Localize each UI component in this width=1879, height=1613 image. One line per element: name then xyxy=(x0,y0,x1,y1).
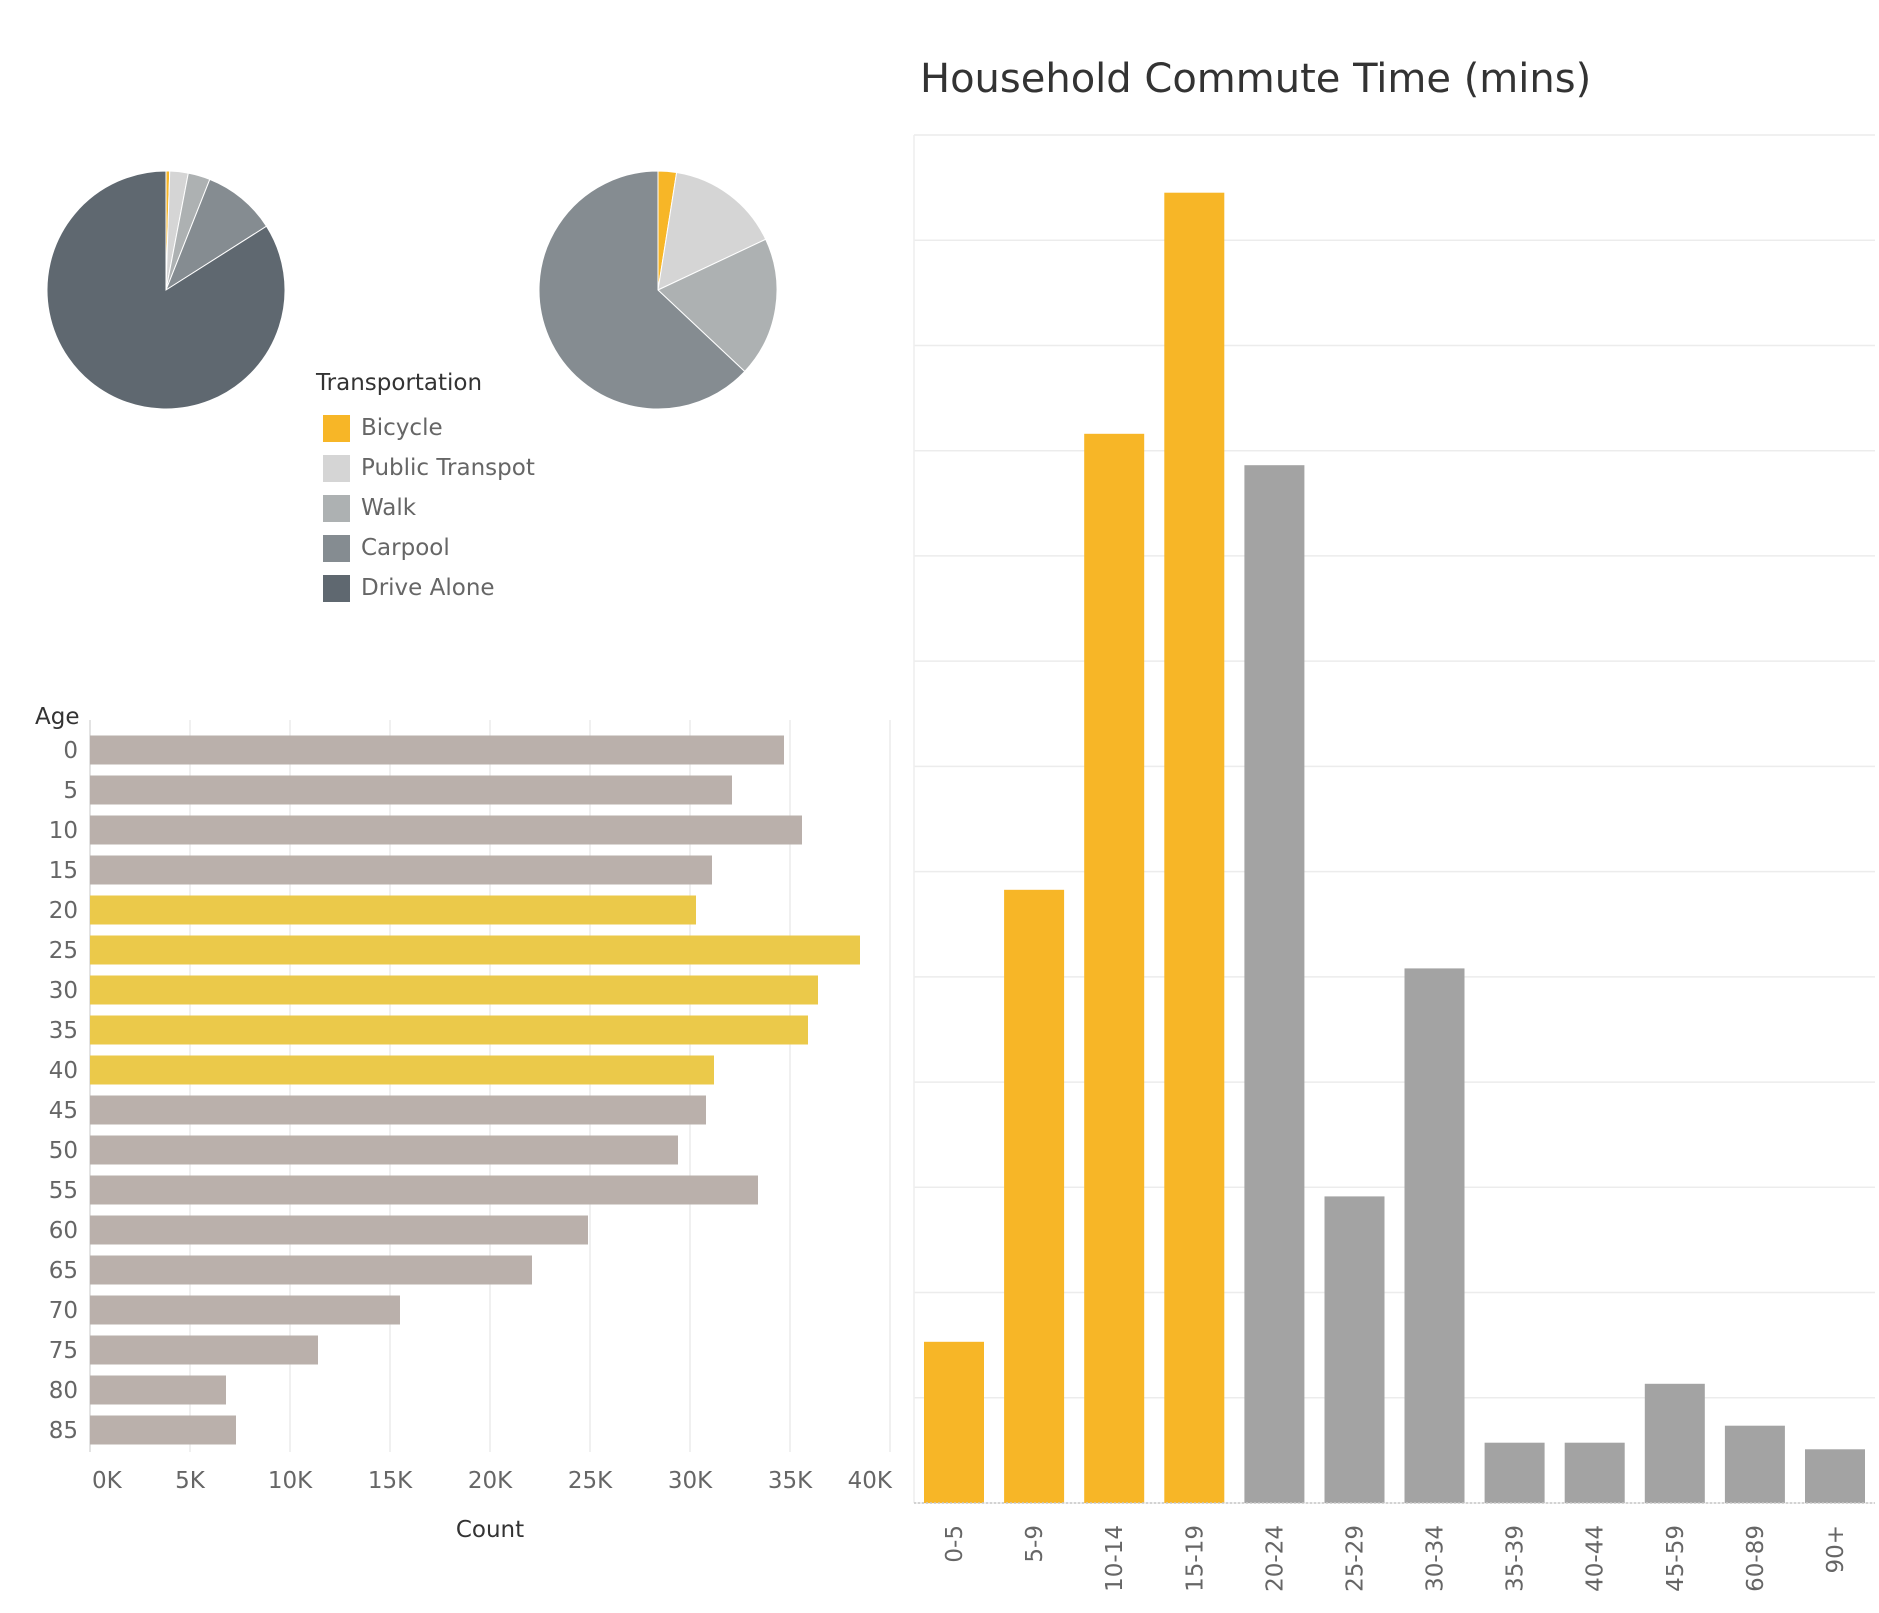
legend-title: Transportation xyxy=(316,370,483,396)
age-bar-55[interactable] xyxy=(90,1175,758,1205)
age-tick-label: 80 xyxy=(49,1378,78,1404)
age-tick-label: 60 xyxy=(49,1218,78,1244)
age-bar-45[interactable] xyxy=(90,1095,706,1125)
age-tick-label: 35 xyxy=(49,1018,78,1044)
commute-bar-chart: 0-5 5-9 10-14 15-19 20-24 25-29 30-34 35-39 40-4… xyxy=(913,134,1875,1592)
legend-swatch xyxy=(323,454,350,482)
commute-bar-35-39[interactable] xyxy=(1484,1442,1545,1503)
age-tick-label: 40 xyxy=(49,1058,78,1084)
commute-bar-45-59[interactable] xyxy=(1644,1383,1705,1503)
age-bar-75[interactable] xyxy=(90,1335,318,1365)
age-tick-label: 30 xyxy=(49,978,78,1004)
count-tick-label: 35K xyxy=(768,1468,813,1494)
pie-slice-drive-alone[interactable] xyxy=(46,170,286,410)
age-bar-30[interactable] xyxy=(90,975,818,1005)
commute-tick-label: 90+ xyxy=(1823,1525,1849,1574)
legend-swatch xyxy=(323,414,350,442)
legend-swatch xyxy=(323,494,350,522)
pie-slice-carpool[interactable] xyxy=(164,178,268,292)
age-axis-title: Age xyxy=(35,704,79,730)
commute-tick-label: 15-19 xyxy=(1182,1525,1208,1592)
legend-label: Walk xyxy=(361,495,417,521)
commute-tick-label: 40-44 xyxy=(1583,1525,1609,1592)
commute-bar-30-34[interactable] xyxy=(1404,968,1465,1503)
legend-item-public-transpot[interactable]: Public Transpot xyxy=(316,448,535,488)
age-bar-40[interactable] xyxy=(90,1055,714,1085)
commute-bar-60-89[interactable] xyxy=(1724,1425,1785,1503)
age-tick-label: 70 xyxy=(49,1298,78,1324)
age-tick-label: 65 xyxy=(49,1258,78,1284)
count-tick-label: 10K xyxy=(268,1468,313,1494)
count-tick-label: 30K xyxy=(668,1468,713,1494)
age-bar-20[interactable] xyxy=(90,895,696,925)
age-bar-0[interactable] xyxy=(90,735,784,765)
age-tick-label: 85 xyxy=(49,1418,78,1444)
age-bar-chart: Age 0 5 10 15 20 25 30 35 40 45 50 55 60 65 70 75 80 85 0K 5… xyxy=(35,704,893,1543)
pie-slice-walk[interactable] xyxy=(657,238,778,373)
count-tick-label: 15K xyxy=(368,1468,413,1494)
age-tick-label: 0 xyxy=(63,738,78,764)
legend-item-bicycle[interactable]: Bicycle xyxy=(316,408,535,448)
commute-tick-label: 35-39 xyxy=(1503,1525,1529,1592)
commute-bar-40-44[interactable] xyxy=(1564,1442,1625,1503)
legend-item-carpool[interactable]: Carpool xyxy=(316,528,535,568)
legend-item-drive-alone[interactable]: Drive Alone xyxy=(316,568,535,608)
commute-bar-15-19[interactable] xyxy=(1164,192,1225,1504)
commute-tick-label: 25-29 xyxy=(1343,1525,1369,1592)
age-bar-70[interactable] xyxy=(90,1295,400,1325)
age-tick-label: 45 xyxy=(49,1098,78,1124)
commute-tick-label: 45-59 xyxy=(1663,1525,1689,1592)
age-tick-label: 10 xyxy=(49,818,78,844)
commute-bar-20-24[interactable] xyxy=(1244,465,1305,1504)
age-tick-label: 75 xyxy=(49,1338,78,1364)
age-bar-60[interactable] xyxy=(90,1215,588,1245)
commute-bar-10-14[interactable] xyxy=(1084,433,1145,1503)
age-bar-5[interactable] xyxy=(90,775,732,805)
commute-tick-label: 0-5 xyxy=(942,1525,968,1563)
pie-chart-all-ages xyxy=(46,170,286,410)
commute-bar-5-9[interactable] xyxy=(1004,889,1065,1503)
count-tick-label: 0K xyxy=(92,1468,123,1494)
legend-label: Public Transpot xyxy=(361,455,535,481)
count-axis-title: Count xyxy=(456,1517,524,1543)
age-bar-25[interactable] xyxy=(90,935,860,965)
commute-bar-25-29[interactable] xyxy=(1324,1196,1385,1503)
pie-slice-public-transpot[interactable] xyxy=(657,171,767,291)
commute-chart-title: Household Commute Time (mins) xyxy=(920,56,1592,102)
age-bar-85[interactable] xyxy=(90,1415,236,1445)
age-tick-label: 50 xyxy=(49,1138,78,1164)
age-tick-label: 15 xyxy=(49,858,78,884)
legend-item-walk[interactable]: Walk xyxy=(316,488,535,528)
age-tick-label: 25 xyxy=(49,938,78,964)
count-tick-label: 40K xyxy=(848,1468,893,1494)
pie-chart-working-age xyxy=(538,170,778,410)
transportation-legend: Transportation Bicycle Public Transpot Wal… xyxy=(316,370,535,608)
commute-bar-90[interactable] xyxy=(1805,1449,1865,1503)
count-tick-label: 20K xyxy=(468,1468,513,1494)
legend-label: Carpool xyxy=(361,535,450,561)
age-bar-35[interactable] xyxy=(90,1015,808,1045)
count-tick-label: 5K xyxy=(175,1468,206,1494)
commute-tick-label: 60-89 xyxy=(1743,1525,1769,1592)
age-bar-65[interactable] xyxy=(90,1255,532,1285)
legend-label: Drive Alone xyxy=(361,575,495,601)
age-bar-50[interactable] xyxy=(90,1135,678,1165)
legend-label: Bicycle xyxy=(361,415,443,441)
legend-swatch xyxy=(323,574,350,602)
age-tick-label: 5 xyxy=(63,778,78,804)
commute-tick-label: 20-24 xyxy=(1262,1525,1288,1592)
count-tick-label: 25K xyxy=(568,1468,613,1494)
age-bar-80[interactable] xyxy=(90,1375,226,1405)
age-tick-label: 55 xyxy=(49,1178,78,1204)
commute-tick-label: 5-9 xyxy=(1022,1525,1048,1563)
commute-tick-label: 30-34 xyxy=(1423,1525,1449,1592)
commute-bar-0-5[interactable] xyxy=(924,1341,984,1503)
age-bar-15[interactable] xyxy=(90,855,712,885)
age-bar-10[interactable] xyxy=(90,815,802,845)
pie-slice-carpool[interactable] xyxy=(538,170,746,410)
age-tick-label: 20 xyxy=(49,898,78,924)
commute-tick-label: 10-14 xyxy=(1102,1525,1128,1592)
legend-swatch xyxy=(323,534,350,562)
